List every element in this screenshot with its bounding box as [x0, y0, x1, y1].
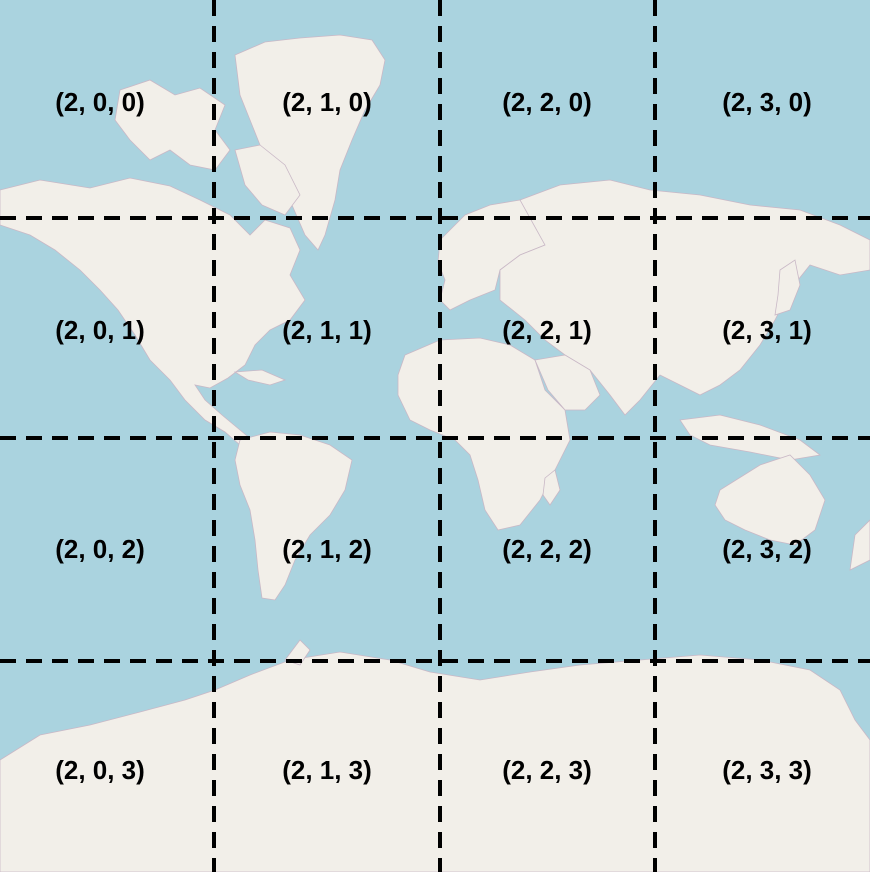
new-zealand	[849, 519, 870, 571]
tile-label: (2, 0, 2)	[55, 534, 145, 564]
baffin-island	[234, 144, 301, 216]
tile-label: (2, 2, 1)	[502, 315, 592, 345]
antarctic-peninsula	[284, 639, 311, 666]
tile-label: (2, 2, 3)	[502, 755, 592, 785]
tile-label: (2, 2, 2)	[502, 534, 592, 564]
tile-label: (2, 0, 1)	[55, 315, 145, 345]
tile-label: (2, 3, 2)	[722, 534, 812, 564]
tile-label: (2, 3, 3)	[722, 755, 812, 785]
tile-label: (2, 3, 0)	[722, 87, 812, 117]
africa	[397, 337, 571, 531]
tile-label: (2, 1, 2)	[282, 534, 372, 564]
antarctica	[0, 651, 870, 872]
north-america	[0, 177, 306, 446]
tile-label: (2, 1, 1)	[282, 315, 372, 345]
caribbean	[233, 369, 287, 386]
tile-label: (2, 0, 0)	[55, 87, 145, 117]
tile-label: (2, 2, 0)	[502, 87, 592, 117]
south-america	[234, 431, 353, 601]
tile-label: (2, 1, 3)	[282, 755, 372, 785]
tile-label: (2, 3, 1)	[722, 315, 812, 345]
asia	[499, 179, 870, 416]
tile-label: (2, 1, 0)	[282, 87, 372, 117]
madagascar	[542, 469, 561, 506]
indonesia	[679, 414, 821, 461]
arabia	[534, 354, 601, 411]
arctic-islands	[114, 79, 231, 171]
japan	[774, 259, 801, 316]
australia	[714, 454, 826, 546]
tile-label: (2, 0, 3)	[55, 755, 145, 785]
